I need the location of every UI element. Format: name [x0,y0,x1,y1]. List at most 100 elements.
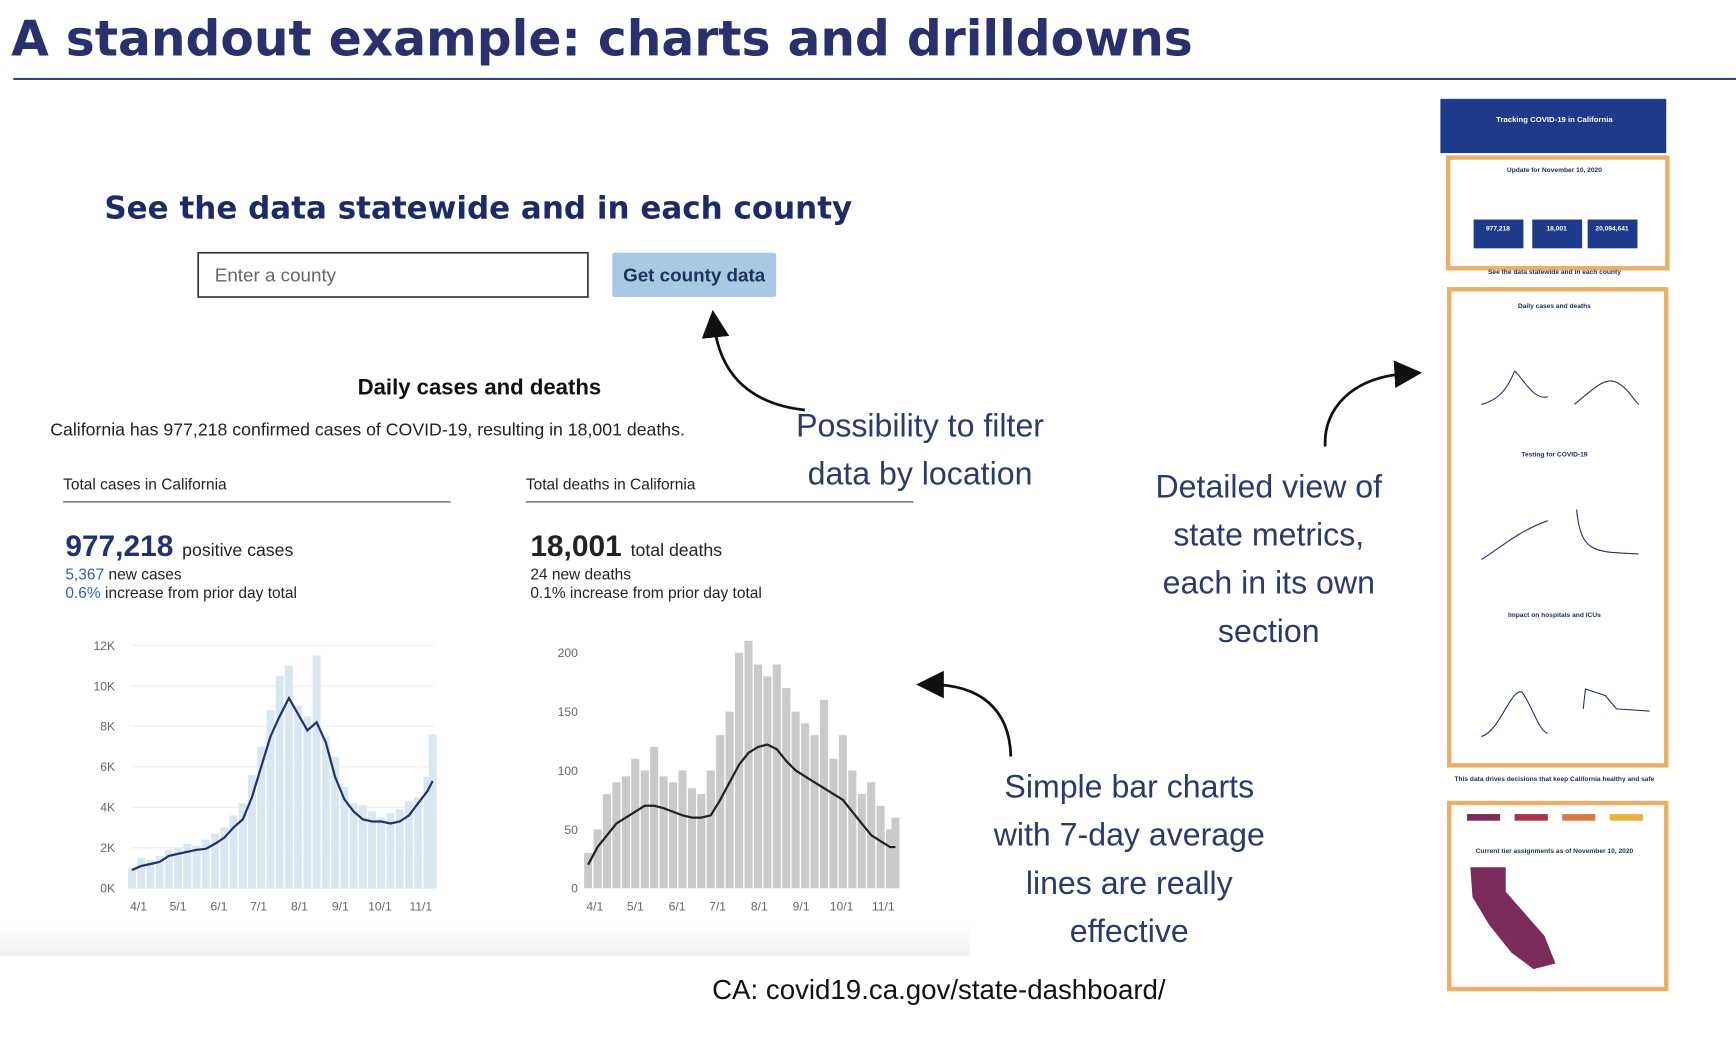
bar [763,676,772,889]
x-tick-label: 6/1 [211,899,228,913]
bar [377,817,386,889]
bar [791,711,800,889]
x-tick-label: 10/1 [368,899,392,913]
bar [876,805,885,889]
bar [687,788,696,889]
bar [678,770,687,889]
slide-title: A standout example: charts and drilldown… [11,12,1193,68]
x-tick-label: 5/1 [627,899,644,913]
x-tick-label: 4/1 [586,899,603,913]
bar [340,787,349,889]
bar [312,655,321,889]
y-tick-label: 12K [94,639,116,653]
annotation: Possibility to filter data by location [796,408,1044,492]
bar [349,803,358,889]
bar [584,852,593,889]
average-line [587,743,896,866]
annotation-line: effective [1070,913,1189,949]
x-tick-label: 7/1 [250,899,267,913]
headline-number: 18,001 [530,530,621,563]
thumb-stat: 20,094,641 [1595,226,1628,233]
thumb-stat-box [1473,219,1524,249]
y-tick-label: 2K [100,841,115,855]
x-tick-label: 8/1 [291,899,308,913]
card-label: Total cases in California [63,477,227,494]
bar [128,868,136,889]
card-line: 5,367 new cases [65,566,182,583]
card-label: Total deaths in California [526,477,696,494]
annotation-line: with 7-day average [993,817,1265,853]
card-line: 24 new deaths [530,566,631,583]
bar [801,723,810,889]
bar [782,688,791,889]
arrow [701,309,806,412]
thumb-text: This data drives decisions that keep Cal… [1454,776,1654,783]
bar [414,797,423,889]
bar [593,829,602,889]
bar [192,845,201,889]
thumb-stat-box [1587,219,1638,249]
card-line: 0.1% increase from prior day total [530,585,762,602]
search-input[interactable] [197,251,589,298]
y-tick-label: 8K [100,720,115,734]
y-tick-label: 4K [100,801,115,815]
bar [266,710,275,889]
bar [697,794,706,889]
annotation-line: state metrics, [1173,517,1364,553]
dashboard-thumbnail: Tracking COVID-19 in California Update f… [1440,98,1670,992]
thumb-text: Testing for COVID-19 [1521,451,1587,458]
line-value: 5,367 [65,566,104,583]
thumb-line [1481,370,1548,405]
thumb-text: Impact on hospitals and ICUs [1508,612,1601,619]
y-tick-label: 50 [564,823,578,837]
thumb-box [1445,155,1670,271]
thumb-text: Update for November 10, 2020 [1507,167,1602,174]
bar [155,855,164,889]
bar [174,847,183,889]
x-tick-label: 4/1 [130,899,147,913]
summary: California has 977,218 confirmed cases o… [50,419,685,439]
average-line [131,695,434,871]
bar [220,827,229,889]
thumb-line [1481,520,1548,560]
y-tick-label: 200 [558,646,579,660]
thumb-line [1582,688,1650,712]
x-tick-label: 11/1 [409,899,432,913]
thumb-text: Current tier assignments as of November … [1476,848,1634,855]
bar [621,776,630,889]
bar [183,843,192,889]
bar [395,809,404,889]
x-tick-label: 9/1 [793,899,810,913]
thumb-tier [1514,814,1548,821]
x-tick-label: 9/1 [332,899,349,913]
thumb-header [1440,98,1667,154]
bar [819,699,829,889]
bar [612,782,621,889]
get-data-button[interactable] [612,252,777,298]
bar [321,736,330,889]
bar [735,652,744,889]
bar [810,735,819,889]
thumb-stat-box [1532,219,1583,249]
annotation-line: lines are really [1026,865,1233,901]
thumb-header-text: Tracking COVID-19 in California [1496,115,1613,124]
bar [238,803,247,889]
bar [164,849,173,889]
thumb-tier [1609,814,1643,821]
bar [886,829,895,889]
thumb-line [1574,380,1639,405]
x-tick-label: 5/1 [170,899,187,913]
search-placeholder: Enter a county [215,265,337,286]
x-tick-label: 6/1 [669,899,686,913]
x-tick-label: 8/1 [751,899,768,913]
bar [331,756,340,889]
bar [386,813,395,889]
thumb-text: Daily cases and deaths [1518,303,1591,310]
line-text: new cases [109,566,182,583]
bar [146,859,155,889]
annotation: Simple bar charts with 7-day average lines… [993,768,1265,948]
arrow [1323,360,1423,447]
thumb-tier [1466,814,1501,821]
bar [706,770,715,889]
